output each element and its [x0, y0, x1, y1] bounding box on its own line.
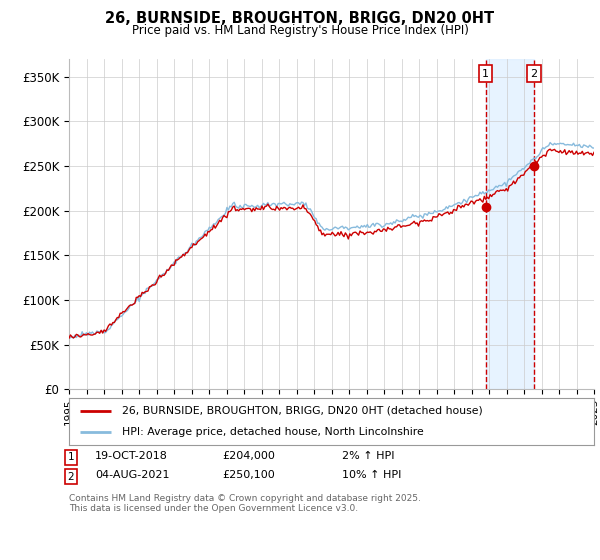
Bar — [485, 59, 534, 389]
Text: 04-AUG-2021: 04-AUG-2021 — [95, 470, 169, 480]
Text: Price paid vs. HM Land Registry's House Price Index (HPI): Price paid vs. HM Land Registry's House … — [131, 24, 469, 36]
Text: 2: 2 — [67, 472, 74, 482]
Text: 2: 2 — [530, 69, 538, 78]
Text: 2% ↑ HPI: 2% ↑ HPI — [342, 451, 395, 461]
Text: £204,000: £204,000 — [222, 451, 275, 461]
Text: 1: 1 — [67, 452, 74, 463]
Text: £250,100: £250,100 — [222, 470, 275, 480]
Text: 26, BURNSIDE, BROUGHTON, BRIGG, DN20 0HT (detached house): 26, BURNSIDE, BROUGHTON, BRIGG, DN20 0HT… — [121, 406, 482, 416]
Text: Contains HM Land Registry data © Crown copyright and database right 2025.
This d: Contains HM Land Registry data © Crown c… — [69, 494, 421, 514]
Text: 19-OCT-2018: 19-OCT-2018 — [95, 451, 167, 461]
Text: HPI: Average price, detached house, North Lincolnshire: HPI: Average price, detached house, Nort… — [121, 427, 423, 437]
Text: 1: 1 — [482, 69, 489, 78]
Text: 10% ↑ HPI: 10% ↑ HPI — [342, 470, 401, 480]
Text: 26, BURNSIDE, BROUGHTON, BRIGG, DN20 0HT: 26, BURNSIDE, BROUGHTON, BRIGG, DN20 0HT — [106, 11, 494, 26]
